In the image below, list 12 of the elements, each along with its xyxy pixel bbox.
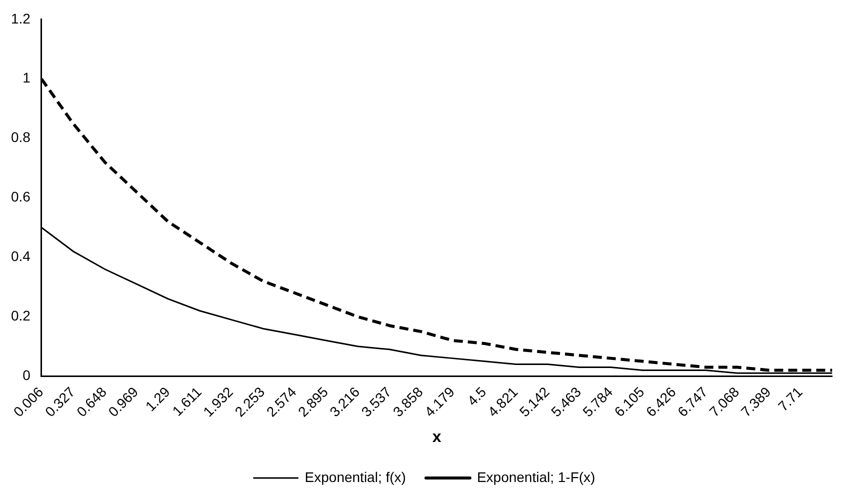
x-tick-label: 4.5 [464, 383, 490, 409]
legend-label: Exponential; f(x) [304, 468, 406, 485]
legend-label: Exponential; 1-F(x) [476, 468, 596, 485]
y-tick-label: 0.4 [10, 248, 31, 264]
x-axis-title: x [432, 428, 442, 446]
y-tick-label: 0 [22, 367, 31, 384]
y-tick-label: 0.6 [10, 188, 31, 205]
y-tick-label: 0.2 [10, 308, 31, 324]
x-tick-label: 7.71 [774, 383, 806, 414]
y-tick-label: 1 [22, 70, 31, 86]
y-tick-label: 0.8 [10, 129, 31, 146]
y-tick-label: 1.2 [10, 10, 31, 26]
